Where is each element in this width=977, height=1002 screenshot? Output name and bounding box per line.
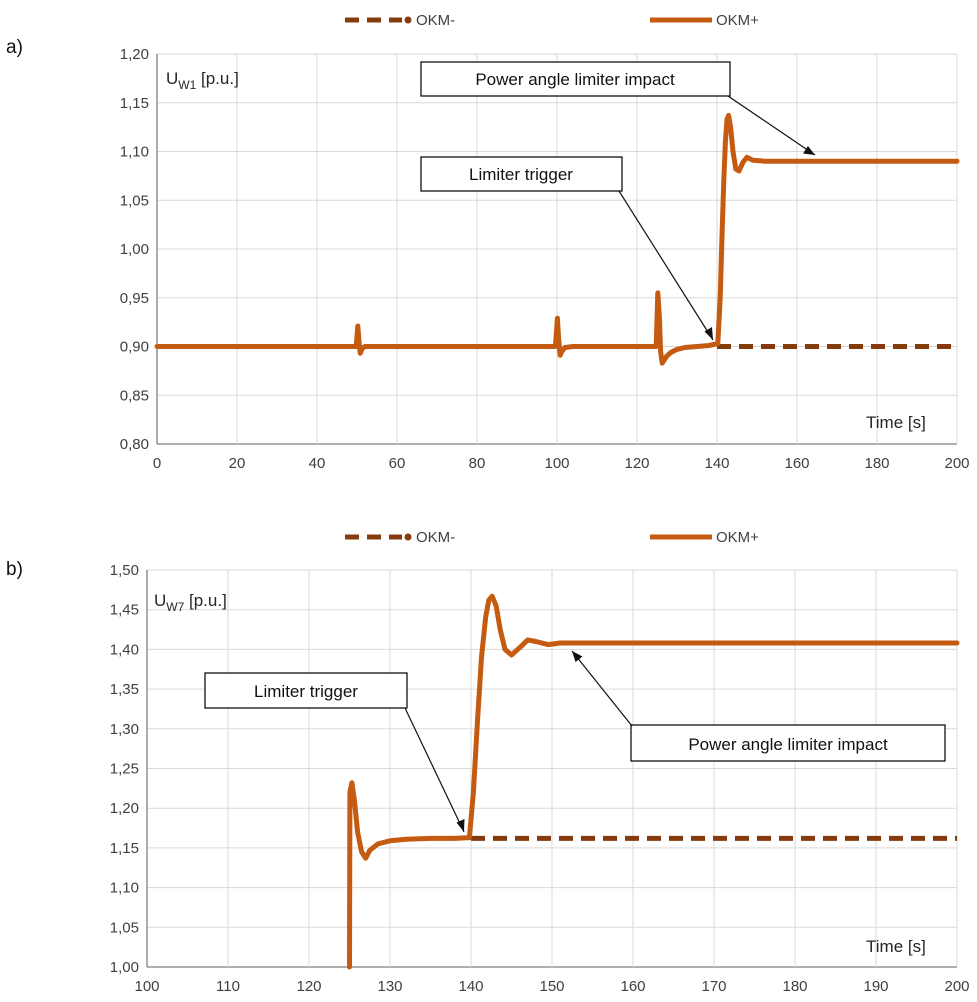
annotation-arrow-line bbox=[404, 707, 465, 833]
x-axis-label-b: Time [s] bbox=[866, 937, 926, 956]
y-axis-label-b: UW7 [p.u.] bbox=[154, 591, 227, 614]
x-tick-label: 120 bbox=[624, 455, 649, 472]
y-axis-label-main-a: U bbox=[166, 69, 178, 88]
legend-label-okm-plus: OKM+ bbox=[716, 12, 759, 29]
series-line-okm-plus bbox=[154, 112, 960, 366]
x-tick-label: 200 bbox=[944, 978, 969, 995]
x-tick-label: 130 bbox=[377, 978, 402, 995]
y-axis-label-unit-b: [p.u.] bbox=[184, 591, 227, 610]
x-tick-label: 40 bbox=[309, 455, 326, 472]
grid-a bbox=[156, 53, 958, 445]
annotation-power-angle-b: Power angle limiter impact bbox=[571, 650, 946, 762]
x-tick-label: 20 bbox=[229, 455, 246, 472]
annotation-box bbox=[420, 156, 623, 192]
x-tick-label: 190 bbox=[863, 978, 888, 995]
y-tick-label: 0,90 bbox=[120, 339, 149, 356]
legend-marker-okm-minus bbox=[404, 533, 412, 541]
x-tick-label: 80 bbox=[469, 455, 486, 472]
x-tick-labels-b: 100 110 120 130 140 150 160 170 180 190 200 bbox=[134, 978, 969, 995]
y-axis-label-sub-a: W1 bbox=[178, 78, 196, 92]
x-tick-label: 180 bbox=[864, 455, 889, 472]
x-tick-label: 200 bbox=[944, 455, 969, 472]
y-axis-label-sub-b: W7 bbox=[166, 600, 184, 614]
annotation-text: Limiter trigger bbox=[254, 682, 358, 701]
legend-marker-okm-minus bbox=[404, 16, 412, 24]
legend-label-okm-minus: OKM- bbox=[416, 529, 455, 546]
legend-label-okm-minus: OKM- bbox=[416, 12, 455, 29]
annotation-text: Power angle limiter impact bbox=[475, 70, 675, 89]
series-b bbox=[347, 593, 960, 970]
y-tick-label: 1,35 bbox=[110, 681, 139, 698]
legend-b: OKM- OKM+ bbox=[345, 529, 759, 546]
series-a bbox=[154, 112, 960, 366]
annotation-arrow-line bbox=[727, 95, 816, 156]
y-tick-label: 1,00 bbox=[120, 241, 149, 258]
annotation-box bbox=[630, 724, 946, 762]
y-tick-label: 1,25 bbox=[110, 761, 139, 778]
panel-label-b: b) bbox=[6, 559, 23, 580]
y-axis-label-unit-a: [p.u.] bbox=[196, 69, 239, 88]
x-tick-label: 0 bbox=[153, 455, 161, 472]
y-tick-label: 1,15 bbox=[120, 95, 149, 112]
annotation-box bbox=[204, 672, 408, 709]
x-tick-label: 170 bbox=[701, 978, 726, 995]
x-tick-label: 110 bbox=[216, 978, 240, 995]
annotation-arrowhead bbox=[456, 819, 465, 832]
annotation-arrow-line bbox=[618, 190, 714, 341]
annotation-arrowhead bbox=[572, 651, 583, 662]
y-tick-label: 1,10 bbox=[110, 880, 139, 897]
annotation-text: Limiter trigger bbox=[469, 165, 573, 184]
y-tick-label: 0,80 bbox=[120, 436, 149, 453]
y-tick-label: 1,50 bbox=[110, 562, 139, 579]
x-tick-label: 160 bbox=[620, 978, 645, 995]
chart-panel-b: b) OKM- OKM+ 1,00 1,05 1,10 1,15 1,20 1,25 1,3… bbox=[6, 529, 970, 995]
annotation-power-angle-a: Power angle limiter impact bbox=[420, 61, 816, 156]
grid-b bbox=[146, 569, 958, 968]
x-axis-label-a: Time [s] bbox=[866, 413, 926, 432]
annotation-limiter-trigger-b: Limiter trigger bbox=[204, 672, 465, 833]
x-tick-label: 60 bbox=[389, 455, 406, 472]
y-axis-label-main-b: U bbox=[154, 591, 166, 610]
panel-label-a: a) bbox=[6, 37, 23, 58]
annotation-text: Power angle limiter impact bbox=[688, 735, 888, 754]
y-tick-label: 0,85 bbox=[120, 387, 149, 404]
legend-label-okm-plus: OKM+ bbox=[716, 529, 759, 546]
annotation-arrowhead bbox=[704, 327, 713, 340]
y-tick-label: 1,15 bbox=[110, 840, 139, 857]
chart-panel-a: a) OKM- OKM+ 0,80 0,85 0,90 0,95 1,00 1,05 1,1… bbox=[6, 12, 970, 472]
y-tick-label: 1,05 bbox=[120, 192, 149, 209]
y-tick-label: 1,20 bbox=[120, 46, 149, 63]
annotation-arrowhead bbox=[803, 146, 815, 155]
y-tick-label: 1,10 bbox=[120, 144, 149, 161]
y-tick-label: 1,40 bbox=[110, 641, 139, 658]
x-tick-label: 120 bbox=[296, 978, 321, 995]
annotation-arrow-line bbox=[571, 650, 633, 727]
x-tick-label: 160 bbox=[784, 455, 809, 472]
x-tick-labels-a: 0 20 40 60 80 100 120 140 160 180 200 bbox=[153, 455, 970, 472]
x-tick-label: 100 bbox=[134, 978, 159, 995]
y-tick-labels-b: 1,00 1,05 1,10 1,15 1,20 1,25 1,30 1,35 1,40 1,45… bbox=[110, 562, 139, 976]
x-tick-label: 140 bbox=[458, 978, 483, 995]
y-tick-label: 1,00 bbox=[110, 959, 139, 976]
x-tick-label: 100 bbox=[544, 455, 569, 472]
y-tick-label: 1,20 bbox=[110, 800, 139, 817]
legend-a: OKM- OKM+ bbox=[345, 12, 759, 29]
series-line-okm-plus bbox=[347, 593, 960, 970]
y-tick-label: 0,95 bbox=[120, 290, 149, 307]
y-tick-label: 1,45 bbox=[110, 602, 139, 619]
x-tick-label: 140 bbox=[704, 455, 729, 472]
x-tick-label: 150 bbox=[539, 978, 564, 995]
x-tick-label: 180 bbox=[782, 978, 807, 995]
y-tick-label: 1,05 bbox=[110, 919, 139, 936]
annotation-limiter-trigger-a: Limiter trigger bbox=[420, 156, 714, 341]
y-axis-label-a: UW1 [p.u.] bbox=[166, 69, 239, 92]
y-tick-labels-a: 0,80 0,85 0,90 0,95 1,00 1,05 1,10 1,15 1,20 bbox=[120, 46, 149, 453]
annotation-box bbox=[420, 61, 731, 97]
y-tick-label: 1,30 bbox=[110, 721, 139, 738]
